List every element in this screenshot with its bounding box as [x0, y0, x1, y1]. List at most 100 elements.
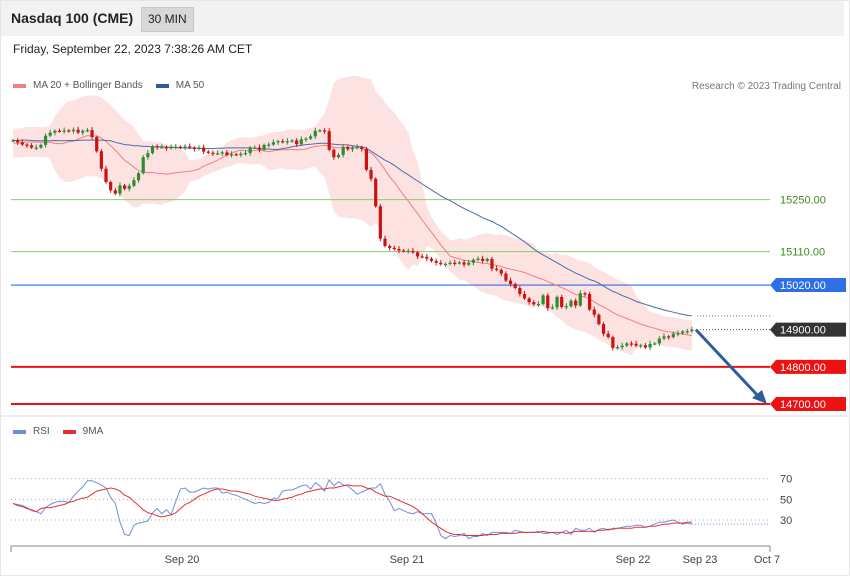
x-tick-label: Sep 23 [683, 554, 718, 566]
candle-body [625, 343, 629, 346]
candle-body [601, 324, 606, 334]
candle-body [634, 343, 638, 346]
level-14800-box [770, 359, 846, 374]
candle-body [495, 268, 499, 270]
candle-body [369, 169, 373, 179]
candle-body [620, 345, 624, 348]
candle-body [597, 314, 601, 325]
candle-body [560, 296, 564, 307]
candle-body [150, 146, 155, 154]
candle-body [522, 293, 527, 299]
candle-body [327, 131, 331, 150]
candle-body [583, 293, 587, 295]
candle-body [360, 147, 364, 150]
candle-body [183, 146, 187, 148]
rsi-tick-50: 50 [780, 494, 792, 506]
rsi-legend: RSI 9MA [13, 426, 116, 437]
level-15110-label: 15110.00 [780, 247, 825, 259]
candle-body [420, 256, 424, 258]
candle-body [388, 246, 392, 248]
level-14900-label: 14900.00 [780, 325, 826, 337]
candle-body [90, 130, 94, 138]
candle-body [504, 273, 508, 281]
candle-body [81, 130, 85, 133]
candle-body [341, 147, 345, 155]
legend-rsi: RSI [13, 426, 50, 437]
legend-ma50: MA 50 [155, 80, 204, 91]
candle-body [690, 329, 694, 332]
candle-body [76, 129, 80, 133]
candle-body [462, 262, 466, 265]
candle-body [262, 144, 266, 150]
instrument-title: Nasdaq 100 (CME) [11, 10, 134, 26]
candle-body [606, 333, 610, 338]
candle-body [499, 269, 503, 274]
candle-body [211, 152, 215, 154]
candle-body [378, 206, 382, 239]
candle-body [30, 145, 34, 148]
candle-body [374, 178, 378, 207]
candle-body [178, 146, 182, 148]
level-15250-label: 15250.00 [780, 195, 826, 207]
candle-body [648, 343, 652, 348]
candle-body [588, 293, 592, 310]
candle-body [127, 185, 131, 189]
candle-body [234, 154, 238, 156]
candle-body [257, 147, 262, 150]
candle-body [57, 130, 62, 133]
candle-body [332, 149, 336, 158]
credit-text: Research © 2023 Trading Central [691, 81, 841, 92]
candle-body [662, 336, 666, 339]
candle-body [453, 262, 457, 264]
candle-body [411, 250, 415, 253]
candle-body [406, 250, 410, 253]
level-14700-label: 14700.00 [780, 399, 826, 411]
candle-body [239, 153, 243, 156]
timeframe-button[interactable]: 30 MIN [141, 7, 194, 32]
candle-body [629, 343, 634, 345]
candle-body [132, 180, 136, 186]
candle-body [62, 130, 66, 132]
candle-body [104, 168, 108, 183]
candle-body [39, 144, 43, 148]
candle-body [192, 147, 196, 150]
candle-body [322, 130, 327, 132]
legend-ma50-swatch [155, 83, 169, 88]
candle-body [611, 337, 615, 348]
level-14700-box [770, 397, 846, 411]
candle-body [304, 138, 308, 140]
candle-body [508, 280, 513, 284]
candle-body [439, 262, 443, 265]
candle-body [536, 304, 541, 306]
candle-body [67, 130, 71, 132]
candle-body [136, 173, 141, 181]
candle-body [290, 140, 294, 142]
candle-body [425, 256, 429, 259]
candle-body [155, 146, 159, 148]
candle-body [564, 306, 568, 308]
candle-body [267, 144, 271, 146]
candle-body [578, 293, 582, 306]
candle-body [220, 152, 224, 154]
candle-body [434, 260, 438, 263]
candle-body [336, 154, 341, 158]
candle-body [429, 258, 434, 261]
candle-body [402, 250, 406, 252]
candle-body [355, 147, 359, 149]
candle-body [113, 190, 117, 194]
bollinger-band [13, 75, 692, 356]
level-14800-label: 14800.00 [780, 362, 826, 374]
datetime-label: Friday, September 22, 2023 7:38:26 AM CE… [13, 42, 253, 56]
candle-body [253, 147, 257, 149]
header-bar: Nasdaq 100 (CME) 30 MIN [0, 0, 844, 36]
candle-body [197, 147, 201, 150]
candle-body [350, 147, 355, 150]
candle-body [615, 347, 620, 349]
candle-body [318, 130, 322, 132]
candle-body [346, 147, 350, 150]
rsi-line [12, 478, 693, 540]
candle-body [53, 130, 57, 133]
candle-body [532, 302, 536, 305]
